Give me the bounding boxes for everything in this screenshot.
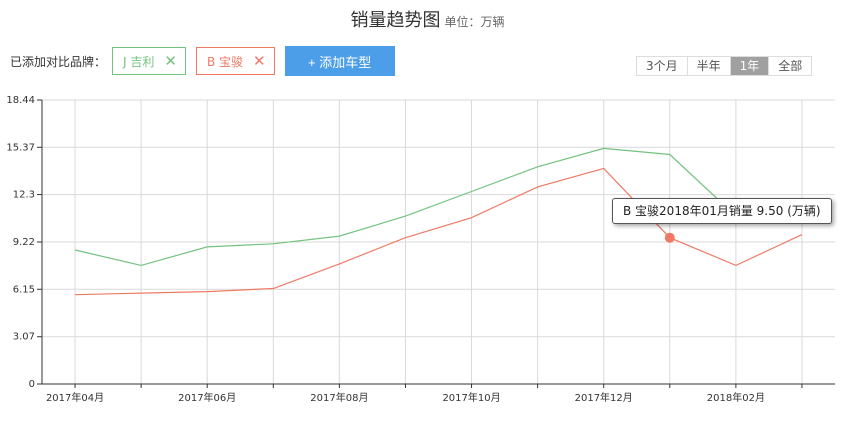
chart-title: 销量趋势图 [350,10,441,31]
y-tick-label: 12.3 [13,190,35,201]
close-icon[interactable]: ✕ [164,52,177,70]
y-tick-label: 9.22 [13,237,35,248]
brand-tag-geely[interactable]: J 吉利 ✕ [112,47,186,75]
highlight-point [664,232,675,243]
unit-label: 单位：万辆 [444,15,505,29]
brand-tag-label: J 吉利 [123,54,155,69]
range-tabs: 3个月 半年 1年 全部 [636,56,813,76]
add-model-button[interactable]: + 添加车型 [284,46,395,76]
y-tick-label: 15.37 [6,142,35,153]
added-brands-label: 已添加对比品牌： [10,54,107,69]
y-tick-label: 18.44 [6,95,35,106]
x-tick-label: 2017年12月 [575,391,633,404]
tab-half-year[interactable]: 半年 [686,57,730,75]
series-line-1 [74,167,803,296]
chart-title-block: 销量趋势图 单位：万辆 [0,6,855,32]
x-tick-label: 2017年08月 [310,391,368,404]
tab-1-year[interactable]: 1年 [729,57,769,75]
close-icon[interactable]: ✕ [253,52,266,70]
x-tick-label: 2017年10月 [442,391,500,404]
x-tick-label: 2018年02月 [707,391,765,404]
y-tick-label: 0 [29,379,35,390]
sales-tooltip: B 宝骏2018年01月销量 9.50 (万辆) [612,198,832,224]
y-tick-label: 6.15 [13,284,35,295]
tab-3-months[interactable]: 3个月 [637,57,687,75]
brand-tag-label: B 宝骏 [206,54,244,69]
x-tick-label: 2017年04月 [46,391,104,404]
series-line-0 [74,147,737,267]
brand-tag-baojun[interactable]: B 宝骏 ✕ [195,47,275,75]
x-tick-label: 2017年06月 [178,391,236,404]
y-tick-label: 3.07 [13,332,35,343]
tab-all[interactable]: 全部 [768,57,812,75]
brand-toolbar: 已添加对比品牌： J 吉利 ✕ B 宝骏 ✕ + 添加车型 [10,46,395,76]
